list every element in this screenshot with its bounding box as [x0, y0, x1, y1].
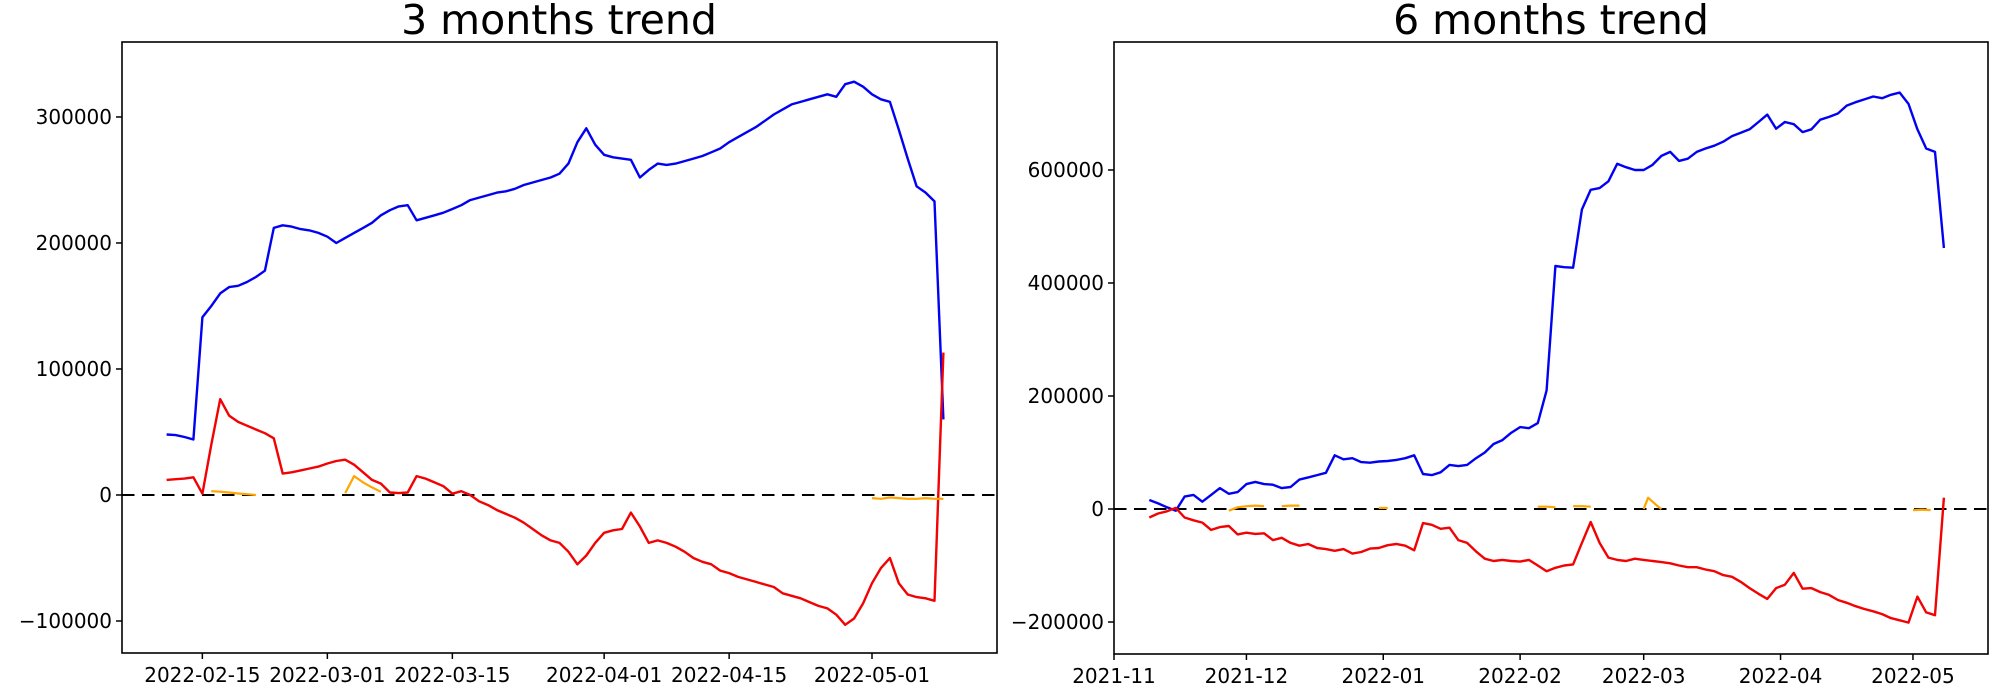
x-tick-label: 2022-04-15 — [671, 663, 787, 687]
series-flat-segment-4 — [1537, 505, 1556, 509]
series-uptrend-line — [166, 80, 945, 441]
series-flat-segment-6 — [1642, 496, 1663, 510]
x-tick-label: 2022-05-01 — [814, 663, 930, 687]
series-flat-segment-2 — [1281, 504, 1300, 508]
x-tick-label: 2022-03 — [1602, 664, 1686, 688]
y-tick-label: 0 — [99, 483, 112, 507]
series-flat-segment-1 — [211, 490, 256, 497]
series-downtrend-line — [1148, 497, 1946, 624]
y-tick-label: 200000 — [36, 231, 112, 255]
y-tick-label: −200000 — [1011, 610, 1104, 634]
chart-title-6-months-trend: 6 months trend — [1393, 0, 1709, 44]
series-downtrend-line — [166, 352, 945, 626]
y-tick-label: 100000 — [36, 357, 112, 381]
x-tick-label: 2022-02 — [1478, 664, 1562, 688]
x-tick-label: 2022-04 — [1739, 664, 1823, 688]
y-tick-label: 300000 — [36, 105, 112, 129]
series-uptrend-line — [1148, 91, 1946, 512]
y-tick-label: 0 — [1091, 497, 1104, 521]
chart-title-3-months-trend: 3 months trend — [401, 0, 717, 44]
series-flat-segment-1 — [1228, 504, 1265, 512]
chart-6-months: 2021-11 2021-12 2022-01 2022-02 2022-03 2022-… — [1011, 41, 1989, 688]
x-tick-label: 2022-01 — [1341, 664, 1425, 688]
x-tick-label: 2021-11 — [1072, 664, 1156, 688]
chart-3-months: 2022-02-15 2022-03-01 2022-03-15 2022-04-01… — [19, 41, 998, 687]
series-flat-segment-3 — [871, 496, 944, 500]
series-flat-segment-5 — [1573, 505, 1591, 508]
y-tick-label: 600000 — [1028, 158, 1104, 182]
x-tick-label: 2022-03-01 — [269, 663, 385, 687]
x-tick-label: 2022-02-15 — [144, 663, 260, 687]
plot-border — [1113, 41, 1989, 655]
series-flat-segment-7 — [1912, 508, 1931, 512]
y-tick-label: 200000 — [1028, 384, 1104, 408]
series-flat-segment-2 — [344, 475, 382, 494]
x-tick-label: 2021-12 — [1205, 664, 1289, 688]
x-tick-label: 2022-05 — [1871, 664, 1955, 688]
x-tick-label: 2022-03-15 — [394, 663, 510, 687]
plots-group: 2022-02-15 2022-03-01 2022-03-15 2022-04-01… — [19, 41, 1989, 688]
y-tick-label: −100000 — [19, 609, 112, 633]
x-tick-label: 2022-04-01 — [546, 663, 662, 687]
plot-border — [121, 41, 998, 654]
y-tick-label: 400000 — [1028, 271, 1104, 295]
